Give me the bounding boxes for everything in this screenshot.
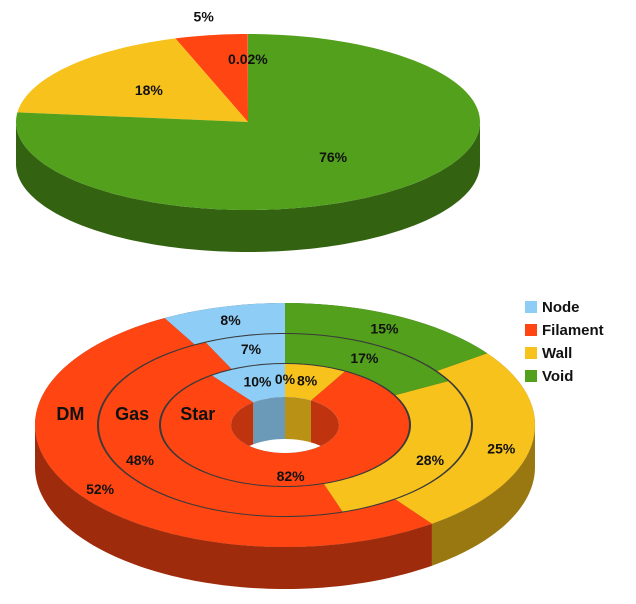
ring-name: Gas xyxy=(115,404,149,424)
value-label: 76% xyxy=(319,149,348,165)
ring-segment xyxy=(205,334,285,369)
pie-slice xyxy=(16,34,480,210)
ring-name: Star xyxy=(180,404,215,424)
pie-slice xyxy=(17,38,249,122)
ring-segment xyxy=(285,334,448,396)
value-label: 82% xyxy=(277,468,306,484)
legend-label: Node xyxy=(542,299,580,316)
legend-swatch xyxy=(525,324,537,336)
pie-slice xyxy=(175,34,248,122)
value-label: 48% xyxy=(126,452,155,468)
legend-swatch xyxy=(525,301,537,313)
ring-segment xyxy=(395,353,535,524)
ring-segment xyxy=(323,381,471,512)
legend-label: Filament xyxy=(542,322,604,339)
ring-side xyxy=(35,425,432,589)
ring-side xyxy=(431,425,535,566)
value-label: 10% xyxy=(243,373,272,389)
ring-segment xyxy=(35,318,432,547)
legend-label: Void xyxy=(542,368,573,385)
value-label: 25% xyxy=(487,440,516,456)
ring-segment xyxy=(161,371,409,486)
value-label: 8% xyxy=(220,312,241,328)
hole-wall xyxy=(253,397,285,445)
value-label: 52% xyxy=(86,481,115,497)
ring-segment xyxy=(212,364,285,403)
ring-segment xyxy=(285,364,345,401)
value-label: 18% xyxy=(135,82,164,98)
value-label: 5% xyxy=(194,8,215,24)
value-label: 7% xyxy=(241,341,262,357)
value-label: 17% xyxy=(350,350,379,366)
legend-swatch xyxy=(525,347,537,359)
value-label: 0% xyxy=(275,371,296,387)
value-label: 0.02% xyxy=(228,51,268,67)
ring-name: DM xyxy=(56,404,84,424)
hole-wall xyxy=(285,397,312,443)
value-label: 15% xyxy=(370,320,399,336)
value-label: 28% xyxy=(416,452,445,468)
ring-segment xyxy=(164,303,285,345)
ring-segment xyxy=(99,342,343,516)
legend-swatch xyxy=(525,370,537,382)
ring-segment xyxy=(285,303,488,371)
pie-side xyxy=(16,122,480,252)
value-label: 8% xyxy=(297,373,318,389)
legend-label: Wall xyxy=(542,345,572,362)
